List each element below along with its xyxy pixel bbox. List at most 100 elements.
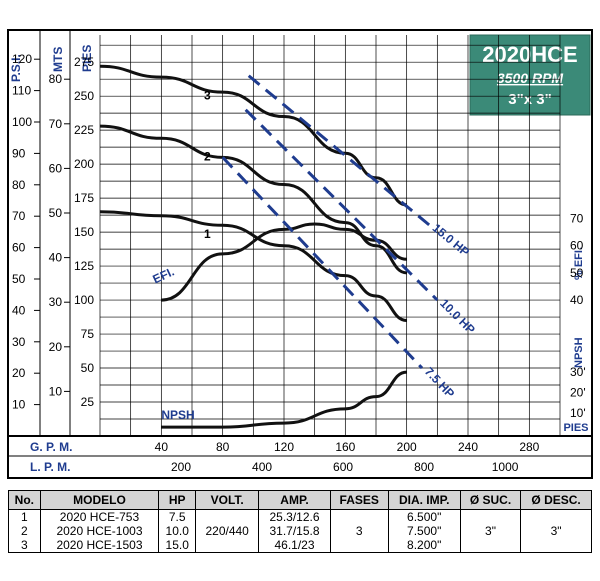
npsh-curve	[161, 370, 407, 429]
cell-fases	[329, 509, 389, 524]
cell-hp: 15.0	[158, 538, 197, 553]
table-row: 2 2020 HCE-1003 10.0 220/440 31.7/15.8 3…	[8, 524, 592, 538]
head-curve-1	[99, 210, 407, 322]
tick-label-pies: 250	[74, 89, 94, 103]
cell-no: 2	[8, 524, 41, 538]
hp-line	[247, 74, 431, 227]
cell-desc	[520, 538, 592, 553]
tick-label-lpm: 1000	[492, 460, 519, 474]
cell-volt: 220/440	[195, 524, 260, 538]
tick-label-psi: 110	[12, 84, 31, 98]
tick-label-pies: 100	[74, 293, 94, 307]
table-row: 1 2020 HCE-753 7.5 25.3/12.6 6.500"	[8, 509, 592, 524]
axis-ticks: 2550751001251501752002252502751020304050…	[12, 52, 586, 474]
tick-label-efi: 70	[570, 212, 584, 226]
cell-amp: 25.3/12.6	[258, 509, 331, 524]
tick-label-psi: 120	[12, 52, 32, 66]
tick-label-mts: 10	[49, 384, 63, 398]
tick-label-mts: 50	[49, 206, 63, 220]
tick-label-psi: 30	[12, 335, 26, 349]
tick-label-pies: 50	[81, 361, 95, 375]
cell-fases: 3	[329, 524, 389, 538]
lpm-axis-label: L. P. M.	[30, 460, 70, 474]
cell-hp: 7.5	[158, 509, 197, 524]
cell-amp: 31.7/15.8	[258, 524, 331, 538]
tick-label-gpm: 40	[155, 440, 169, 454]
model-title: 2020HCE	[482, 42, 577, 67]
cell-desc	[520, 509, 592, 524]
specs-header-row: No. MODELO HP VOLT. AMP. FASES DIA. IMP.…	[8, 490, 592, 510]
tick-label-psi: 90	[12, 146, 26, 160]
tick-label-mts: 40	[49, 251, 63, 265]
npsh-unit-label: PIES	[563, 422, 588, 434]
cell-suc	[459, 509, 522, 524]
npsh-axis-label: NPSH	[573, 337, 585, 368]
tick-label-mts: 30	[49, 295, 63, 309]
cell-amp: 46.1/23	[258, 538, 331, 553]
hp-line-label: 10.0 HP	[437, 296, 478, 336]
cell-volt	[195, 538, 260, 553]
tick-label-efi: 50	[570, 266, 584, 280]
tick-label-lpm: 800	[414, 460, 434, 474]
tick-label-psi: 80	[12, 178, 26, 192]
tick-label-gpm: 200	[397, 440, 417, 454]
cell-modelo: 2020 HCE-753	[39, 509, 160, 524]
mts-axis-label: MTS	[51, 47, 65, 72]
tick-label-psi: 60	[12, 241, 26, 255]
tick-label-mts: 60	[49, 161, 63, 175]
tick-label-psi: 100	[12, 115, 32, 129]
hp-line-label: 7.5 HP	[422, 364, 457, 400]
tick-label-lpm: 400	[252, 460, 272, 474]
head-curve-label-1: 1	[204, 227, 211, 241]
cell-hp: 10.0	[158, 524, 197, 538]
tick-label-pies: 125	[74, 259, 94, 273]
model-box-bg	[469, 34, 591, 116]
tick-label-gpm: 120	[274, 440, 294, 454]
head-curve-3	[99, 64, 407, 207]
col-modelo: MODELO	[39, 490, 160, 510]
cell-no: 1	[8, 509, 41, 524]
tick-label-mts: 70	[49, 117, 63, 131]
tick-label-pies: 275	[74, 55, 94, 69]
chart-frame	[7, 29, 593, 479]
tick-label-gpm: 280	[519, 440, 539, 454]
tick-label-efi: 40	[570, 293, 584, 307]
tick-label-npsh: 10'	[570, 406, 586, 420]
tick-label-pies: 200	[74, 157, 94, 171]
model-box: 2020HCE 3500 RPM 3"x 3"	[469, 34, 591, 116]
model-rpm: 3500 RPM	[497, 70, 563, 86]
tick-label-pies: 175	[74, 191, 94, 205]
col-fases: FASES	[329, 490, 389, 510]
col-amp: AMP.	[258, 490, 331, 510]
tick-label-pies: 75	[81, 327, 95, 341]
cell-modelo: 2020 HCE-1503	[39, 538, 160, 553]
tick-label-mts: 20	[49, 340, 63, 354]
cell-volt	[195, 509, 260, 524]
head-curve-2	[99, 124, 407, 275]
cell-dia-imp: 8.200"	[387, 538, 461, 553]
hp-line	[244, 108, 439, 302]
cell-desc: 3"	[520, 524, 592, 538]
specs-table: No. MODELO HP VOLT. AMP. FASES DIA. IMP.…	[8, 490, 592, 553]
tick-label-psi: 40	[12, 303, 26, 317]
tick-label-npsh: 30'	[570, 365, 586, 379]
npsh-curve-label: NPSH	[161, 408, 194, 422]
cell-dia-imp: 6.500"	[387, 509, 461, 524]
pies-axis-label: PIES	[80, 45, 94, 72]
cell-fases	[329, 538, 389, 553]
cell-modelo: 2020 HCE-1003	[39, 524, 160, 538]
tick-label-pies: 225	[74, 123, 94, 137]
tick-label-psi: 70	[12, 209, 26, 223]
tick-label-gpm: 240	[458, 440, 478, 454]
tick-label-mts: 80	[49, 72, 63, 86]
tick-label-pies: 150	[74, 225, 94, 239]
table-row: 3 2020 HCE-1503 15.0 46.1/23 8.200"	[8, 538, 592, 553]
tick-label-gpm: 80	[216, 440, 230, 454]
tick-label-lpm: 200	[171, 460, 191, 474]
tick-label-psi: 10	[12, 398, 26, 412]
tick-label-lpm: 600	[333, 460, 353, 474]
col-dia-imp: DIA. IMP.	[387, 490, 461, 510]
head-curve-label-2: 2	[204, 149, 211, 163]
tick-label-psi: 20	[12, 366, 26, 380]
tick-label-pies: 25	[81, 395, 95, 409]
